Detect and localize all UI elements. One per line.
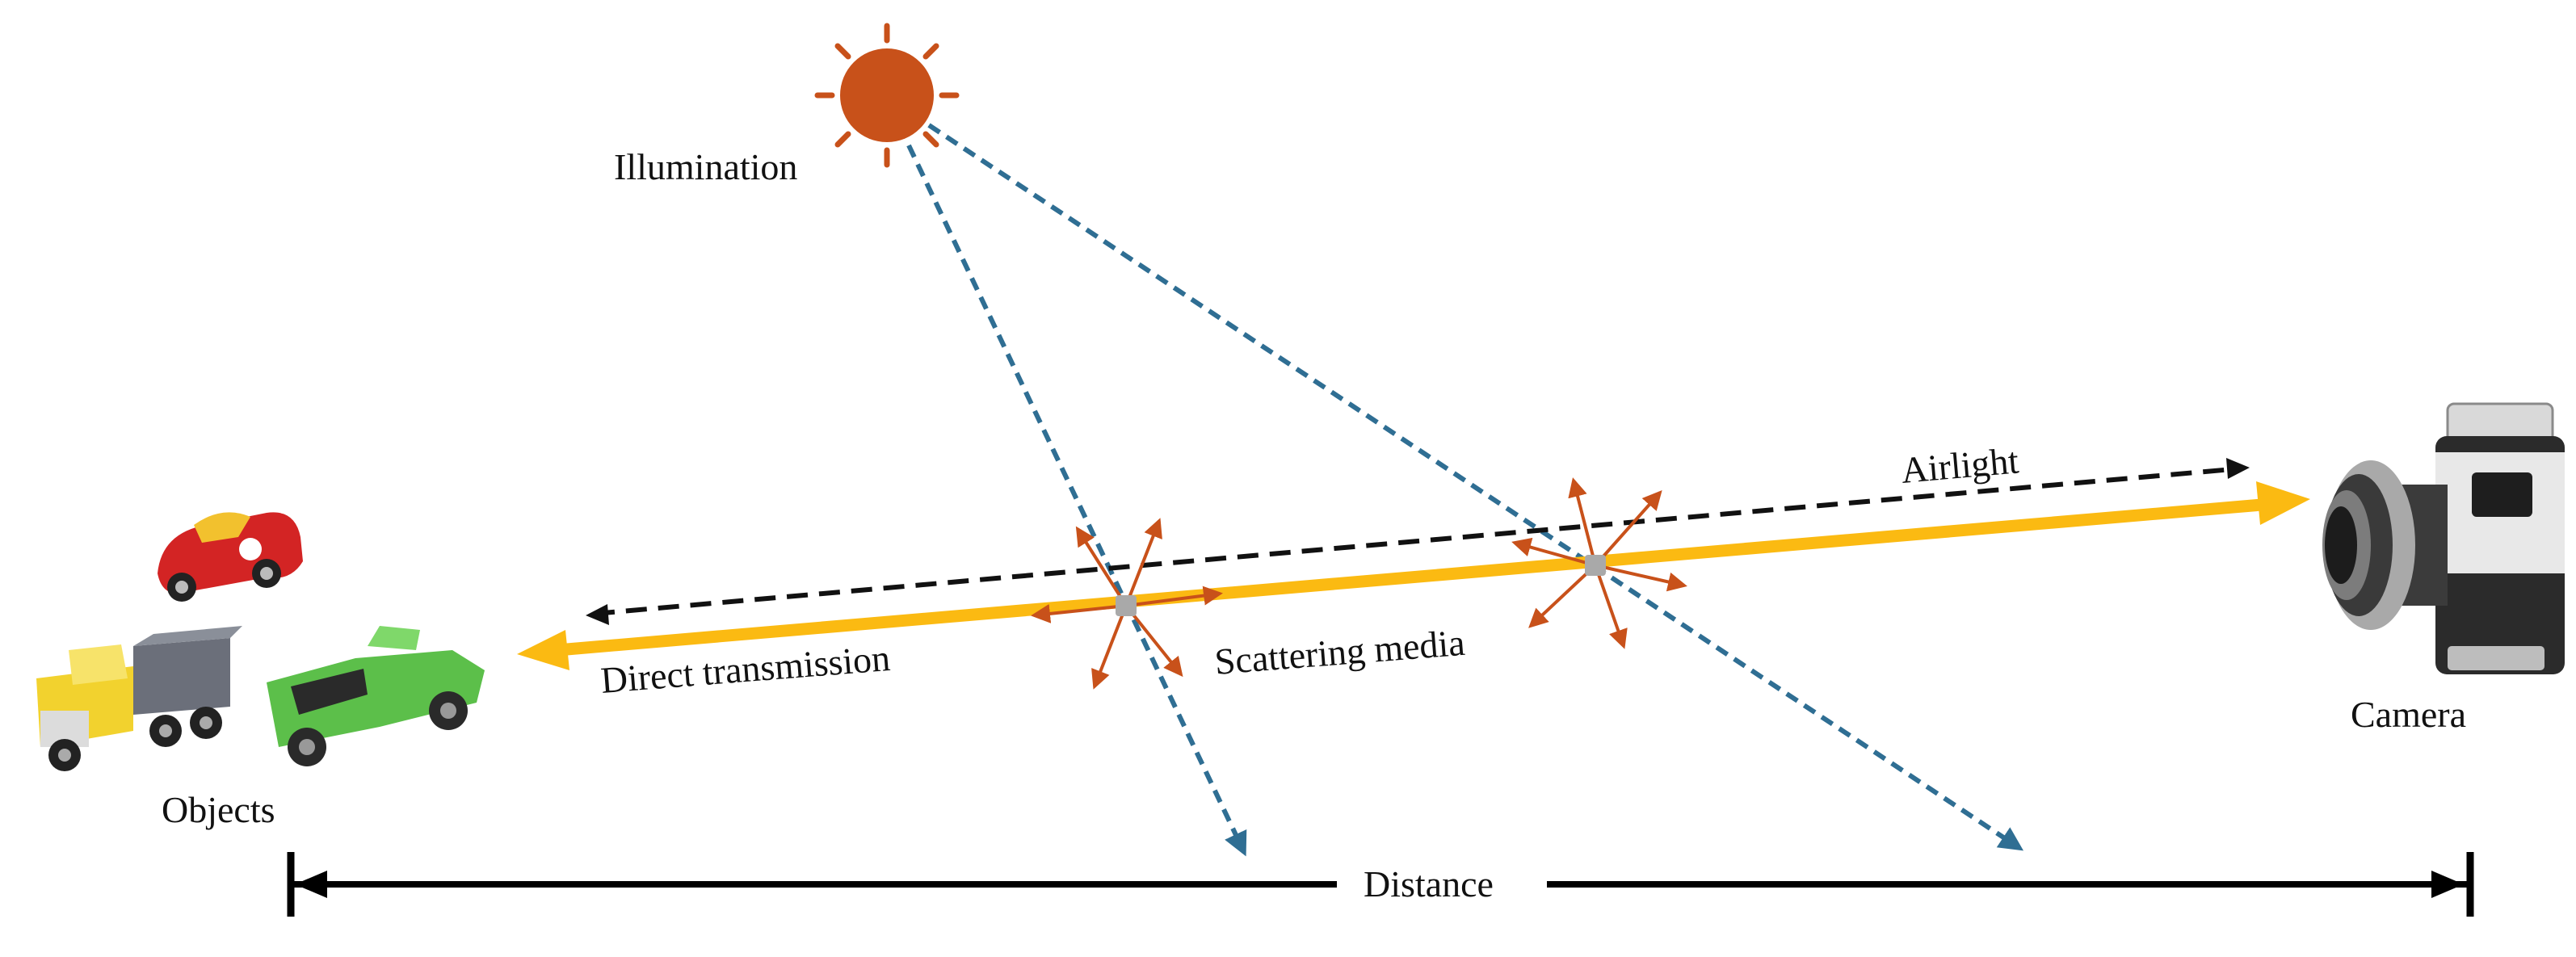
distance-bar — [287, 852, 2474, 917]
particle-icon — [1585, 555, 1606, 576]
red-car-icon — [158, 512, 303, 602]
airlight-label: Airlight — [1899, 439, 2020, 491]
scattering-media-label: Scattering media — [1213, 622, 1466, 682]
transmission-beam — [517, 481, 2310, 670]
illumination-ray-2 — [927, 123, 2024, 851]
particle-icon — [1116, 595, 1137, 616]
objects-label: Objects — [162, 789, 275, 830]
airlight-arrow-left — [586, 604, 609, 625]
sun-icon — [814, 23, 960, 168]
dump-truck-icon — [36, 626, 242, 771]
scatter-point-2 — [1511, 477, 1687, 649]
camera-icon — [2322, 402, 2565, 674]
distance-label: Distance — [1364, 863, 1494, 905]
camera-label: Camera — [2351, 694, 2466, 735]
illumination-rays — [906, 123, 2024, 857]
illumination-ray-1 — [906, 144, 1247, 857]
transmission-arrow-left — [517, 630, 569, 670]
green-pickup-icon — [267, 626, 485, 766]
scatter-point-1 — [1031, 518, 1223, 690]
airlight-line — [586, 458, 2250, 625]
airlight-arrow-right — [2226, 458, 2250, 479]
illumination-label: Illumination — [614, 146, 797, 187]
transmission-arrow-right — [2256, 481, 2310, 525]
